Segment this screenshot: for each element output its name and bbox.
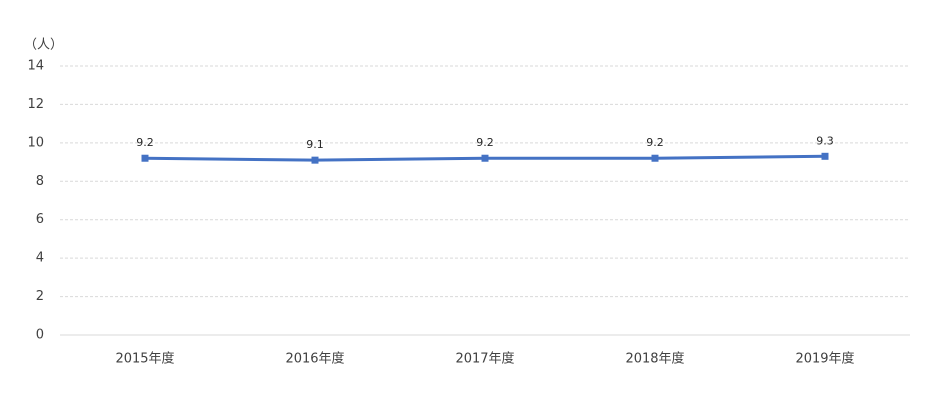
x-tick-label: 2015年度 (115, 351, 174, 367)
x-tick-label: 2018年度 (625, 351, 684, 367)
y-tick-label: 2 (36, 289, 44, 304)
x-tick-label: 2016年度 (285, 351, 344, 367)
data-label: 9.2 (476, 136, 494, 149)
data-label: 9.1 (306, 138, 324, 151)
y-tick-label: 12 (27, 97, 44, 112)
y-axis-label: （人） (24, 38, 63, 53)
y-tick-label: 6 (36, 212, 44, 227)
x-tick-label: 2019年度 (795, 351, 854, 367)
y-tick-label: 4 (36, 251, 44, 266)
x-tick-label: 2017年度 (455, 351, 514, 367)
y-tick-label: 0 (36, 328, 44, 343)
y-tick-label: 10 (27, 135, 44, 150)
data-label: 9.2 (646, 136, 664, 149)
point-marker (481, 154, 489, 162)
point-marker (141, 154, 149, 162)
point-marker (651, 154, 659, 162)
y-tick-label: 8 (36, 174, 44, 189)
data-label: 9.2 (136, 136, 154, 149)
point-marker (821, 152, 829, 160)
point-marker (311, 156, 319, 164)
data-label: 9.3 (816, 134, 834, 147)
y-tick-label: 14 (27, 59, 44, 74)
